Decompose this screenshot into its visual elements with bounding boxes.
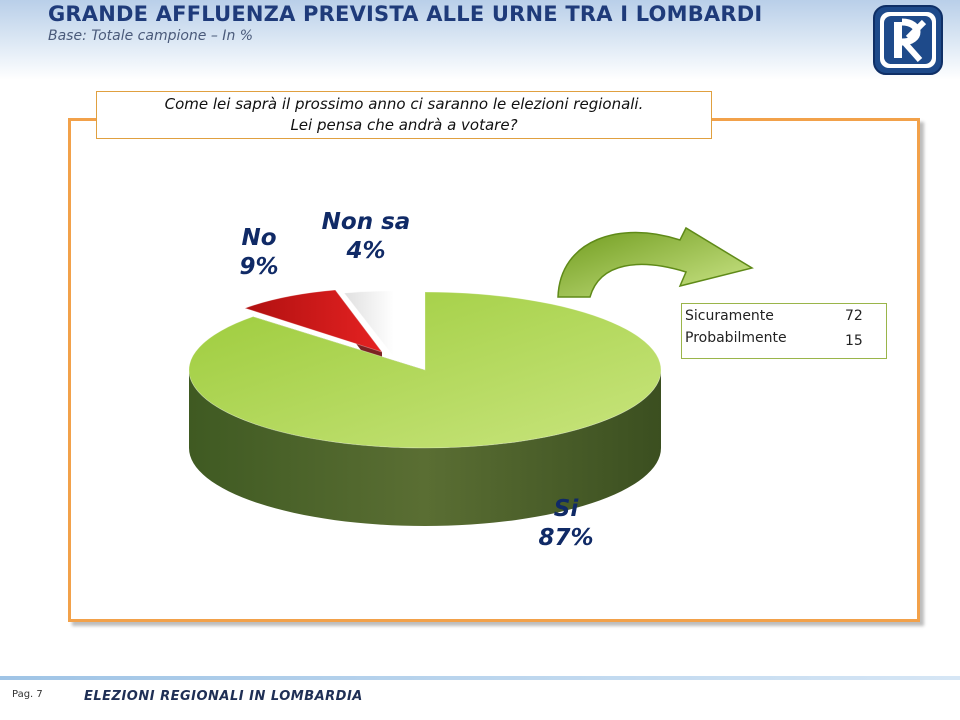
question-box: Come lei saprà il prossimo anno ci saran… (96, 91, 712, 139)
breakdown-value: 15 (845, 333, 863, 349)
label-no-name: No (241, 225, 276, 251)
rk-logo-icon (873, 5, 943, 75)
page-title: GRANDE AFFLUENZA PREVISTA ALLE URNE TRA … (48, 2, 763, 26)
pie-slice-si (188, 291, 662, 449)
header-band (0, 0, 960, 80)
footer-divider (0, 676, 960, 680)
page-subtitle: Base: Totale campione – In % (48, 28, 254, 44)
label-no-value: 9% (239, 254, 278, 280)
breakdown-row: Probabilmente 15 (685, 330, 863, 349)
page-number: Pag. 7 (12, 689, 43, 700)
breakdown-value: 72 (845, 308, 863, 324)
footer-title: ELEZIONI REGIONALI IN LOMBARDIA (84, 689, 363, 704)
label-si-value: 87% (538, 525, 593, 551)
label-nonsa-name: Non sa (322, 209, 411, 235)
pie-slice-no (243, 289, 384, 353)
label-si-name: Si (554, 496, 580, 522)
curved-arrow-icon (557, 226, 754, 298)
si-breakdown-box: Sicuramente 72 Probabilmente 15 (681, 303, 887, 359)
breakdown-label: Probabilmente (685, 330, 787, 346)
label-nonsa-value: 4% (345, 238, 385, 264)
question-line-2: Lei pensa che andrà a votare? (290, 116, 518, 134)
question-line-1: Come lei saprà il prossimo anno ci saran… (164, 95, 644, 113)
breakdown-label: Sicuramente (685, 308, 774, 324)
breakdown-row: Sicuramente 72 (685, 308, 863, 324)
pie-slice-nonsa (343, 290, 395, 359)
